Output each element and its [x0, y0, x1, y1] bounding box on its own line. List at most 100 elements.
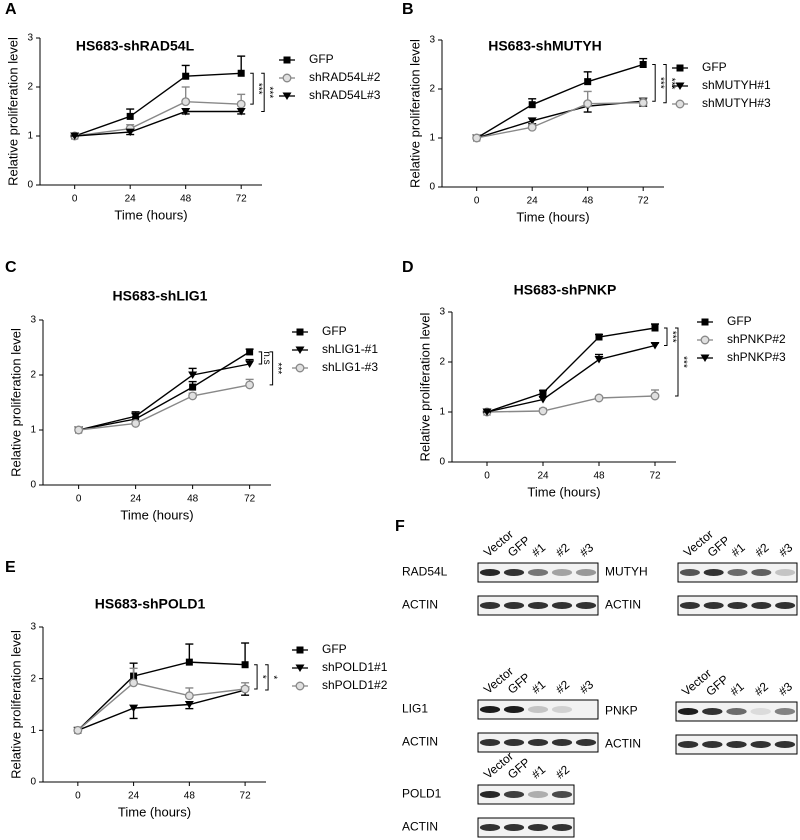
- blot-strip: [477, 817, 575, 838]
- y-tick-label: 2: [30, 673, 36, 684]
- y-axis-label: Relative proliferation level: [417, 312, 432, 461]
- band: [702, 741, 723, 748]
- marker: [295, 346, 305, 354]
- band: [679, 569, 700, 576]
- x-tick-label: 48: [582, 196, 594, 207]
- marker: [185, 658, 193, 666]
- series-line: [74, 110, 242, 137]
- marker: [638, 98, 648, 108]
- band: [527, 739, 549, 746]
- legend-label: GFP: [309, 52, 334, 66]
- marker: [472, 133, 482, 143]
- blot-strip: [477, 699, 599, 720]
- y-tick-label: 0: [439, 457, 445, 468]
- band: [479, 569, 501, 576]
- series-line: [74, 100, 242, 137]
- legend-label: shLIG1-#1: [322, 342, 378, 356]
- legend-label: shPOLD1#2: [322, 678, 388, 692]
- lane-label: #3: [577, 540, 596, 560]
- marker: [74, 425, 84, 435]
- x-tick-label: 72: [240, 791, 252, 802]
- sig-label: ***: [253, 83, 264, 95]
- y-tick-label: 0: [27, 180, 33, 191]
- series-line: [78, 384, 250, 431]
- legend-label: GFP: [322, 324, 347, 338]
- x-tick-label: 72: [244, 494, 256, 505]
- y-axis-label: Relative proliferation level: [5, 37, 20, 186]
- row-label: ACTIN: [402, 820, 438, 834]
- marker: [236, 99, 246, 109]
- marker: [594, 356, 604, 364]
- band: [575, 602, 597, 609]
- chart: D HS683-shPNKP 0 1 2 3 0 24 48 72 Time (hours) Rela…: [402, 259, 786, 499]
- chart-title: HS683-shPOLD1: [95, 596, 206, 612]
- y-tick-label: 0: [30, 480, 36, 491]
- band: [551, 824, 573, 831]
- x-tick-label: 24: [130, 494, 142, 505]
- marker: [594, 393, 604, 403]
- y-tick-label: 1: [27, 131, 33, 142]
- series-line: [77, 682, 246, 731]
- y-tick-label: 2: [30, 370, 36, 381]
- band: [479, 602, 501, 609]
- band: [774, 741, 796, 748]
- legend-label: GFP: [702, 60, 727, 74]
- row-label: ACTIN: [605, 598, 641, 612]
- marker: [181, 97, 191, 107]
- marker: [528, 101, 536, 109]
- x-tick-label: 48: [180, 194, 192, 205]
- band: [479, 706, 501, 713]
- marker: [181, 108, 191, 116]
- x-tick-label: 48: [593, 471, 605, 482]
- legend-label: shRAD54L#3: [309, 88, 381, 102]
- marker: [184, 701, 194, 709]
- y-axis-label: Relative proliferation level: [407, 39, 422, 188]
- marker: [676, 64, 684, 72]
- marker: [240, 684, 250, 694]
- lane-label: #3: [776, 679, 795, 699]
- chart: A HS683-shRAD54L 0 1 2 3 0 24 48 72 Time (hours) Re…: [5, 1, 381, 222]
- marker: [584, 78, 592, 86]
- sig-label: ***: [264, 87, 275, 99]
- legend-label: shMUTYH#3: [702, 96, 771, 110]
- sig-bracket: [261, 72, 265, 112]
- band: [551, 791, 573, 798]
- row-label: PNKP: [605, 704, 638, 718]
- marker: [126, 112, 134, 120]
- y-tick-label: 2: [439, 357, 445, 368]
- band: [551, 569, 573, 576]
- marker: [295, 681, 305, 691]
- marker: [296, 646, 304, 654]
- legend-label: shLIG1-#3: [322, 360, 378, 374]
- marker: [241, 661, 249, 669]
- band: [703, 569, 724, 576]
- chart-title: HS683-shLIG1: [113, 288, 208, 304]
- y-axis-label: Relative proliferation level: [8, 328, 23, 477]
- sig-bracket: [258, 351, 263, 365]
- series-line: [486, 344, 656, 413]
- x-tick-label: 0: [75, 791, 81, 802]
- sig-bracket: [652, 64, 656, 102]
- marker: [131, 412, 141, 421]
- x-tick-label: 24: [527, 196, 539, 207]
- band: [726, 708, 747, 715]
- series-line: [78, 363, 250, 431]
- sig-bracket: [675, 327, 679, 397]
- row-label: ACTIN: [402, 598, 438, 612]
- band: [702, 708, 723, 715]
- x-tick-label: 48: [187, 494, 199, 505]
- band: [527, 791, 549, 798]
- x-tick-label: 72: [649, 471, 661, 482]
- marker: [188, 391, 198, 401]
- marker: [182, 72, 190, 80]
- marker: [70, 132, 80, 140]
- marker: [583, 99, 593, 109]
- y-axis-label: Relative proliferation level: [8, 630, 23, 779]
- marker: [184, 691, 194, 701]
- legend-label: GFP: [727, 314, 752, 328]
- marker: [73, 725, 83, 735]
- band: [551, 602, 573, 609]
- panel-label: F: [395, 518, 405, 535]
